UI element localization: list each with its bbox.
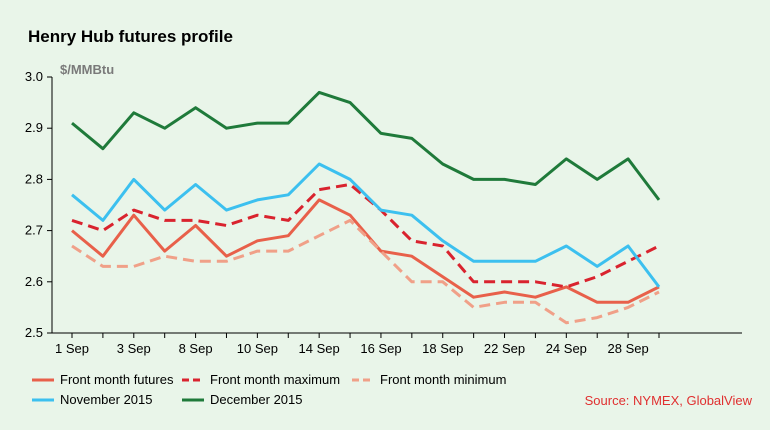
- legend-swatch: [352, 378, 374, 381]
- y-tick-label: 2.8: [25, 171, 43, 186]
- legend-swatch: [32, 378, 54, 381]
- chart-title: Henry Hub futures profile: [28, 27, 233, 46]
- y-tick-label: 2.5: [25, 325, 43, 340]
- legend-label: November 2015: [60, 392, 153, 407]
- legend-item-front-month-minimum: Front month minimum: [352, 372, 506, 387]
- chart-legend: Front month futures Front month maximum …: [32, 372, 752, 422]
- y-tick-label: 2.7: [25, 223, 43, 238]
- legend-swatch: [32, 398, 54, 401]
- y-tick-label: 2.9: [25, 120, 43, 135]
- x-tick-label: 8 Sep: [179, 341, 213, 356]
- series-line-november-2015: [71, 162, 661, 288]
- legend-label: December 2015: [210, 392, 303, 407]
- y-tick-label: 2.6: [25, 274, 43, 289]
- x-tick-label: 3 Sep: [117, 341, 151, 356]
- x-tick-label: 16 Sep: [360, 341, 401, 356]
- legend-swatch: [182, 398, 204, 401]
- series-line-front-month-futures: [71, 198, 660, 304]
- source-note: Source: NYMEX, GlobalView: [584, 393, 752, 408]
- y-axis-unit-label: $/MMBtu: [60, 62, 115, 77]
- legend-item-front-month-futures: Front month futures: [32, 372, 173, 387]
- x-tick-label: 28 Sep: [608, 341, 649, 356]
- series-line-front-month-minimum: [71, 218, 660, 325]
- legend-item-front-month-maximum: Front month maximum: [182, 372, 340, 387]
- legend-label: Front month maximum: [210, 372, 341, 387]
- x-tick-label: 24 Sep: [546, 341, 587, 356]
- x-tick-label: 22 Sep: [484, 341, 525, 356]
- legend-label: Front month minimum: [380, 372, 507, 387]
- line-chart: 3.0 2.9 2.8 2.7 2.6 2.5 1 Sep 3 Sep 8 Sep 10 Sep 1…: [25, 69, 742, 356]
- x-tick-label: 18 Sep: [422, 341, 463, 356]
- legend-item-november-2015: November 2015: [32, 392, 153, 407]
- legend-label: Front month futures: [60, 372, 174, 387]
- legend-swatch: [182, 378, 204, 381]
- series-line-december-2015: [71, 90, 661, 201]
- x-tick-label: 10 Sep: [237, 341, 278, 356]
- x-tick-label: 14 Sep: [299, 341, 340, 356]
- y-tick-label: 3.0: [25, 69, 43, 84]
- x-tick-label: 1 Sep: [55, 341, 89, 356]
- series-line-front-month-maximum: [71, 183, 660, 289]
- legend-item-december-2015: December 2015: [182, 392, 303, 407]
